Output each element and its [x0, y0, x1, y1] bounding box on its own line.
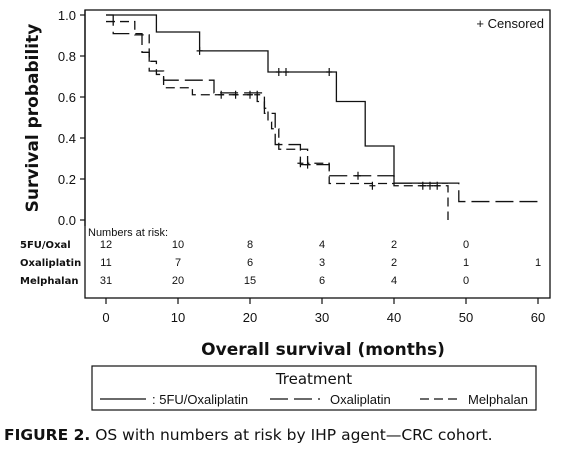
risk-value: 20 [172, 275, 184, 287]
y-ticks: 0.0 0.2 0.4 0.6 0.8 1.0 [58, 8, 85, 228]
legend-title: Treatment [275, 370, 352, 388]
censor-mark [218, 90, 225, 99]
censor-mark [304, 160, 311, 169]
risk-row-label: 5FU/Oxal [20, 240, 71, 251]
survival-curve-2 [106, 14, 538, 203]
legend-box [91, 365, 537, 411]
plot-frame [84, 9, 551, 299]
y-tick-label: 0.8 [58, 49, 76, 64]
x-tick-label: 60 [531, 310, 545, 325]
figure-caption: FIGURE 2. OS with numbers at risk by IHP… [4, 426, 493, 444]
risk-value: 0 [463, 275, 469, 287]
censor-marks [196, 46, 441, 190]
legend-label: : 5FU/Oxaliplatin [152, 392, 248, 407]
risk-value: 12 [100, 239, 112, 251]
risk-value: 2 [391, 239, 397, 251]
y-tick-label: 0.0 [58, 213, 76, 228]
risk-value: 2 [391, 257, 397, 269]
x-tick-label: 30 [315, 310, 329, 325]
risk-value: 11 [100, 257, 111, 269]
legend-label: Oxaliplatin [330, 392, 391, 407]
x-axis-label: Overall survival (months) [201, 340, 445, 360]
censor-mark [434, 181, 441, 190]
caption-text: OS with numbers at risk by IHP agent—CRC… [90, 426, 493, 444]
risk-row-label: Melphalan [20, 276, 78, 287]
censor-mark [427, 181, 433, 190]
censor-mark [419, 181, 426, 190]
censored-legend: + Censored [476, 16, 544, 31]
risk-value: 6 [319, 275, 325, 287]
risk-value: 31 [100, 275, 112, 287]
legend-label: Melphalan [468, 392, 528, 407]
survival-curve-1 [106, 14, 448, 184]
risk-value: 15 [244, 275, 256, 287]
y-tick-label: 0.6 [58, 90, 76, 105]
censor-mark [355, 171, 361, 180]
y-axis-label: Survival probability [23, 24, 43, 213]
risk-table-header: Numbers at risk: [88, 227, 168, 239]
risk-value: 0 [463, 239, 469, 251]
censor-mark [196, 46, 203, 55]
risk-value: 4 [391, 275, 397, 287]
survival-curve-3 [106, 20, 449, 220]
legend-items: : 5FU/Oxaliplatin Oxaliplatin Melphalan [100, 392, 528, 407]
x-tick-label: 40 [387, 310, 401, 325]
risk-value: 7 [175, 257, 181, 269]
y-tick-label: 0.4 [58, 131, 76, 146]
risk-value: 8 [247, 239, 253, 251]
x-tick-label: 50 [459, 310, 473, 325]
risk-value: 4 [319, 239, 325, 251]
risk-value: 1 [535, 257, 541, 269]
y-tick-label: 1.0 [58, 8, 76, 23]
risk-value: 3 [319, 257, 325, 269]
censor-mark [275, 67, 282, 76]
censor-mark [283, 67, 289, 76]
caption-label: FIGURE 2. [4, 426, 91, 444]
risk-value: 1 [463, 257, 469, 269]
x-tick-label: 10 [171, 310, 185, 325]
censor-mark [232, 90, 239, 99]
legend: Treatment : 5FU/Oxaliplatin Oxaliplatin Me… [91, 365, 537, 411]
y-tick-label: 0.2 [58, 172, 76, 187]
risk-value: 10 [172, 239, 184, 251]
risk-value: 6 [247, 257, 253, 269]
censor-mark [297, 159, 304, 168]
censor-mark [247, 90, 253, 99]
x-tick-label: 0 [102, 310, 109, 325]
x-tick-label: 20 [243, 310, 257, 325]
censor-mark [326, 67, 333, 76]
censor-mark [369, 181, 376, 190]
x-ticks: 0 10 20 30 40 50 60 [102, 298, 545, 325]
censor-mark [254, 90, 261, 99]
survival-curves [106, 14, 538, 220]
risk-row-label: Oxaliplatin [20, 258, 81, 269]
